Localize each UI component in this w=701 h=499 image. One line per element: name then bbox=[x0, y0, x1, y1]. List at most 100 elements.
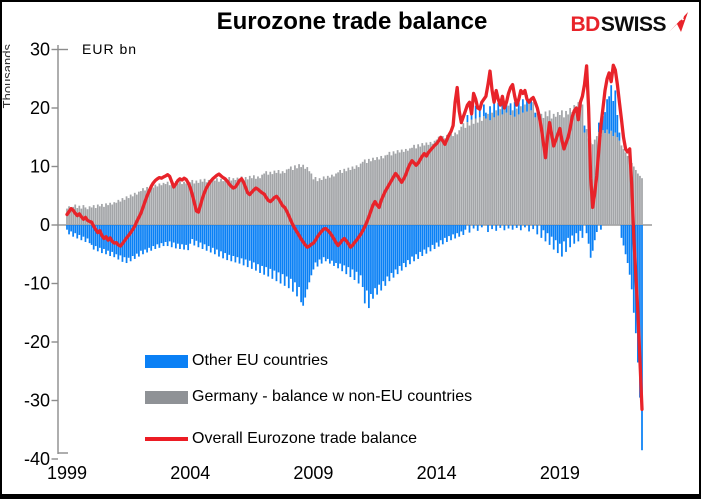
legend-label-overall: Overall Eurozone trade balance bbox=[192, 430, 418, 447]
germany-bar bbox=[341, 172, 344, 225]
other-eu-bar bbox=[474, 105, 477, 119]
other-eu-bar bbox=[540, 225, 543, 238]
other-eu-bar bbox=[628, 225, 631, 275]
x-axis-tick-label: 2014 bbox=[417, 463, 457, 483]
germany-bar bbox=[300, 167, 302, 225]
bdswiss-logo: BD SWISS bbox=[570, 11, 689, 38]
germany-bar bbox=[368, 158, 370, 225]
germany-bar bbox=[166, 181, 169, 225]
germany-bar bbox=[505, 112, 508, 225]
other-eu-bar bbox=[563, 225, 565, 242]
other-eu-bar bbox=[146, 225, 148, 253]
y-axis: 30 20 10 0 -10 -20 -30 -40 bbox=[24, 40, 68, 469]
other-eu-bar bbox=[281, 225, 284, 275]
other-eu-bar bbox=[552, 225, 555, 250]
germany-bar bbox=[472, 123, 475, 225]
germany-bar bbox=[622, 148, 625, 225]
germany-bar bbox=[474, 118, 477, 225]
germany-bar bbox=[439, 140, 442, 225]
germany-bar bbox=[470, 119, 473, 225]
germany-bar bbox=[398, 152, 401, 225]
other-eu-bar bbox=[386, 225, 389, 277]
other-eu-bar bbox=[248, 225, 251, 261]
germany-bar bbox=[191, 179, 194, 225]
germany-bar bbox=[575, 110, 578, 225]
other-eu-bar bbox=[156, 225, 159, 245]
germany-bar bbox=[513, 116, 516, 225]
other-eu-bar bbox=[140, 225, 142, 251]
other-eu-bar bbox=[88, 225, 91, 244]
other-eu-bar bbox=[357, 225, 360, 284]
other-eu-bar bbox=[152, 225, 155, 247]
germany-bar bbox=[335, 173, 337, 225]
germany-bar bbox=[431, 143, 434, 225]
other-eu-bar bbox=[96, 225, 99, 252]
other-eu-bar bbox=[536, 225, 539, 235]
germany-bar bbox=[86, 209, 89, 225]
other-eu-bar bbox=[372, 225, 374, 299]
other-eu-bar bbox=[462, 225, 465, 235]
other-eu-bar bbox=[150, 225, 153, 251]
germany-bar bbox=[207, 179, 210, 225]
other-eu-bar bbox=[292, 225, 294, 292]
other-eu-bar bbox=[517, 96, 520, 115]
germany-bar bbox=[616, 137, 619, 225]
other-eu-bar bbox=[413, 225, 415, 262]
other-eu-bar bbox=[74, 225, 77, 234]
germany-bar bbox=[363, 159, 366, 225]
other-eu-bar bbox=[487, 225, 489, 233]
germany-bar bbox=[417, 144, 420, 225]
germany-bar bbox=[115, 202, 118, 225]
germany-bar bbox=[372, 157, 374, 225]
other-eu-bar bbox=[326, 225, 329, 259]
germany-bar bbox=[94, 208, 97, 225]
germany-bar bbox=[259, 178, 261, 225]
germany-bar bbox=[565, 110, 567, 225]
other-eu-bar bbox=[569, 225, 571, 248]
other-eu-bar bbox=[620, 225, 623, 238]
other-eu-bar bbox=[429, 225, 432, 252]
other-eu-bar bbox=[402, 225, 405, 264]
other-eu-bar bbox=[138, 225, 140, 257]
other-eu-bar bbox=[183, 225, 185, 250]
germany-bar bbox=[197, 182, 200, 225]
germany-bar bbox=[195, 180, 198, 225]
other-eu-bar bbox=[446, 225, 448, 242]
other-eu-bar bbox=[458, 225, 461, 237]
germany-bar bbox=[246, 179, 249, 225]
other-eu-bar bbox=[289, 225, 292, 279]
other-eu-bar bbox=[505, 102, 508, 113]
germany-bar bbox=[129, 194, 132, 225]
germany-bar bbox=[501, 114, 504, 225]
other-eu-bar bbox=[524, 225, 526, 228]
germany-bar bbox=[454, 132, 456, 225]
other-eu-bar bbox=[127, 225, 130, 258]
other-eu-bar bbox=[478, 108, 481, 118]
germany-bar bbox=[96, 204, 99, 225]
other-eu-bar bbox=[608, 96, 611, 134]
germany-bar bbox=[228, 177, 231, 225]
other-eu-bar bbox=[314, 225, 317, 263]
germany-bar bbox=[135, 194, 138, 225]
germany-bar bbox=[213, 180, 216, 225]
other-eu-bar bbox=[318, 225, 321, 260]
other-eu-bar bbox=[417, 225, 420, 259]
germany-bar bbox=[289, 166, 292, 225]
germany-bar bbox=[183, 181, 185, 225]
other-eu-bar bbox=[579, 225, 582, 231]
other-eu-bar bbox=[131, 225, 134, 257]
other-eu-bar bbox=[117, 225, 120, 260]
other-eu-bar bbox=[556, 225, 559, 254]
other-eu-bar bbox=[427, 225, 430, 248]
germany-bar bbox=[435, 139, 438, 225]
other-eu-bar bbox=[610, 85, 613, 131]
other-eu-bar bbox=[595, 225, 598, 233]
germany-bar bbox=[248, 175, 251, 225]
other-eu-bar bbox=[589, 225, 592, 258]
germany-bar bbox=[548, 110, 551, 225]
germany-bar bbox=[236, 177, 239, 225]
other-eu-bar bbox=[324, 225, 327, 262]
other-eu-bar bbox=[398, 225, 401, 266]
logo-arrow-icon bbox=[667, 11, 689, 38]
other-eu-bar bbox=[528, 225, 530, 232]
